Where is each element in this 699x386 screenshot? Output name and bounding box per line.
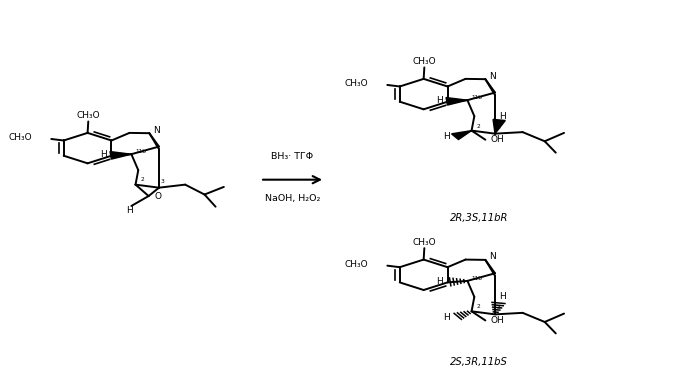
- Text: 2R,3S,11bR: 2R,3S,11bR: [449, 213, 508, 223]
- Text: 3: 3: [496, 305, 500, 310]
- Text: H: H: [435, 277, 442, 286]
- Text: H: H: [443, 132, 450, 141]
- Text: H: H: [443, 313, 450, 322]
- Text: N: N: [489, 72, 496, 81]
- Text: OH: OH: [491, 316, 505, 325]
- Text: 2: 2: [477, 304, 480, 309]
- Text: 11b: 11b: [472, 276, 482, 281]
- Text: N: N: [489, 252, 496, 261]
- Text: NaOH, H₂O₂: NaOH, H₂O₂: [265, 194, 320, 203]
- Text: 11b: 11b: [136, 149, 147, 154]
- Polygon shape: [110, 152, 131, 159]
- Text: H: H: [499, 112, 506, 121]
- Text: H: H: [435, 96, 442, 105]
- Text: CH₃O: CH₃O: [345, 79, 368, 88]
- Text: CH₃O: CH₃O: [8, 133, 32, 142]
- Text: N: N: [153, 126, 159, 135]
- Text: OH: OH: [491, 135, 505, 144]
- Text: 11b: 11b: [472, 95, 482, 100]
- Polygon shape: [493, 119, 505, 134]
- Polygon shape: [446, 98, 468, 105]
- Text: BH₃· ТГΦ: BH₃· ТГΦ: [271, 152, 314, 161]
- Text: CH₃O: CH₃O: [76, 111, 100, 120]
- Text: 3: 3: [161, 179, 164, 184]
- Text: H: H: [126, 206, 133, 215]
- Text: 3: 3: [496, 125, 500, 130]
- Text: CH₃O: CH₃O: [345, 260, 368, 269]
- Text: CH₃O: CH₃O: [412, 57, 436, 66]
- Text: 2: 2: [477, 124, 480, 129]
- Text: H: H: [100, 151, 106, 159]
- Text: O: O: [154, 191, 161, 201]
- Text: 2: 2: [140, 177, 144, 182]
- Text: H: H: [499, 292, 506, 301]
- Text: CH₃O: CH₃O: [412, 237, 436, 247]
- Polygon shape: [452, 130, 472, 140]
- Text: 2S,3R,11bS: 2S,3R,11bS: [450, 357, 507, 367]
